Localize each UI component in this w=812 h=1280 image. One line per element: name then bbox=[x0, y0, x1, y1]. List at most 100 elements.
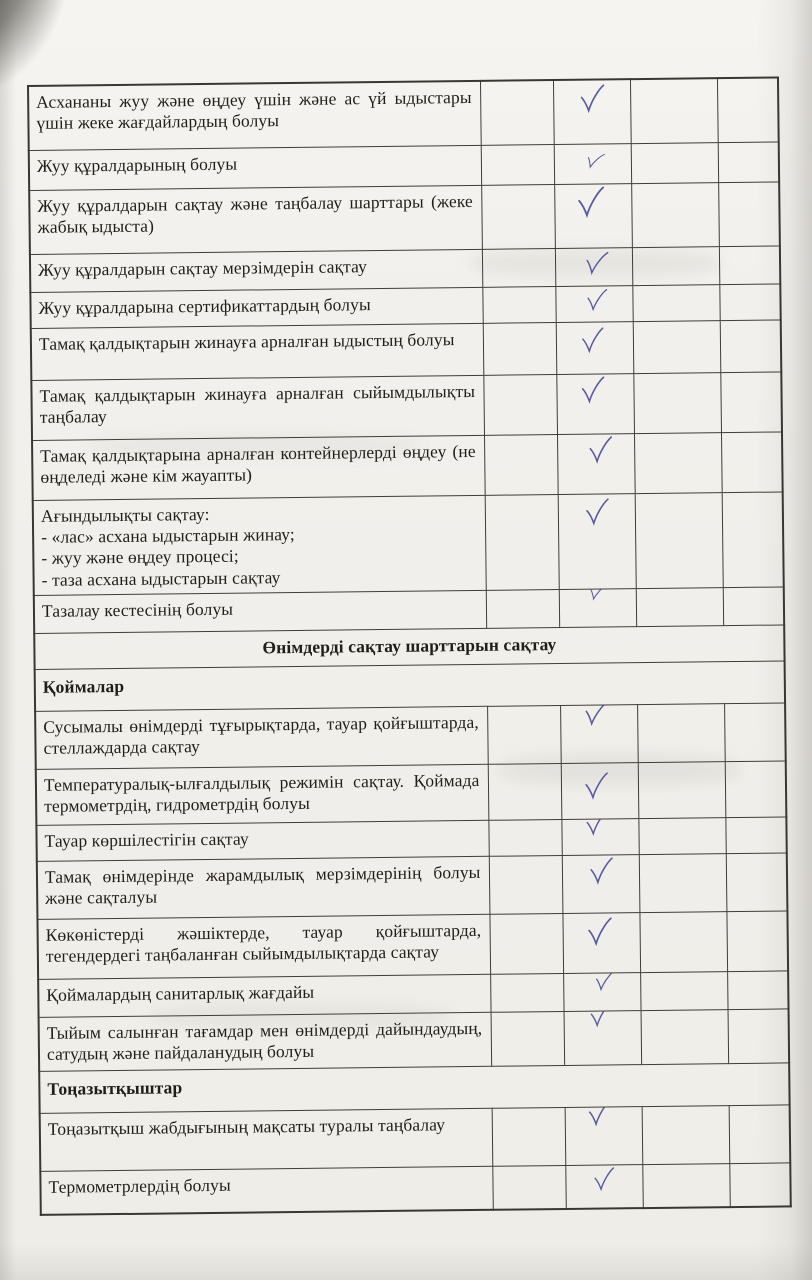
empty-cell bbox=[491, 1107, 566, 1167]
empty-cell bbox=[483, 374, 557, 435]
handwritten-checkmark-icon bbox=[580, 84, 605, 114]
checkmark-cell bbox=[556, 373, 634, 435]
row-label-line: - таза асхана ыдыстарын сақтау bbox=[41, 566, 281, 590]
checkmark-cell bbox=[554, 183, 632, 249]
row-label: Көкөністерді жәшіктерде, тауар қойғыштар… bbox=[37, 914, 491, 980]
handwritten-checkmark-icon bbox=[595, 972, 614, 992]
empty-cell bbox=[724, 760, 787, 818]
empty-cell bbox=[630, 142, 719, 184]
empty-cell bbox=[640, 1009, 729, 1065]
checklist-row: Тамақ қалдықтарын жинауға арналған сыйым… bbox=[31, 371, 782, 440]
empty-cell bbox=[725, 816, 787, 854]
empty-cell bbox=[487, 705, 561, 765]
empty-cell bbox=[642, 1163, 730, 1209]
handwritten-checkmark-icon bbox=[589, 435, 612, 464]
empty-cell bbox=[637, 703, 725, 763]
checklist-row: Тауар көршілестігін сақтау bbox=[36, 816, 787, 862]
row-label: Термометрлердің болуы bbox=[40, 1166, 493, 1216]
empty-cell bbox=[721, 491, 784, 588]
handwritten-checkmark-icon bbox=[581, 375, 604, 404]
empty-cell bbox=[634, 492, 723, 589]
row-label: Тамақ қалдықтарын жинауға арналған ыдыст… bbox=[30, 322, 484, 380]
empty-cell bbox=[717, 141, 780, 183]
checklist-row: Тамақ өнімдерінде жарамдылық мерзімдерін… bbox=[36, 852, 788, 920]
checklist-row: Жуу құралдарын сақтау және таңбалау шарт… bbox=[29, 181, 780, 254]
ink-bleed-smudge bbox=[470, 250, 720, 276]
empty-cell bbox=[490, 1011, 565, 1067]
checklist-row: Көкөністерді жәшіктерде, тауар қойғыштар… bbox=[37, 910, 789, 980]
empty-cell bbox=[720, 371, 782, 433]
checklist-row: Қоймалардың санитарлық жағдайы bbox=[38, 970, 789, 1018]
empty-cell bbox=[639, 911, 728, 973]
row-label: Жуу құралдарының болуы bbox=[28, 144, 482, 190]
handwritten-checkmark-icon bbox=[587, 288, 607, 311]
checklist-row: Тамақ қалдықтарын жинауға арналған ыдыст… bbox=[30, 319, 782, 380]
row-label: Жуу құралдарына сертификаттардың болуы bbox=[30, 286, 483, 328]
row-label: Тазалау кестесінің болуы bbox=[33, 590, 487, 634]
checkmark-cell bbox=[554, 247, 633, 287]
handwritten-checkmark-icon bbox=[585, 497, 609, 526]
handwritten-checkmark-icon bbox=[582, 326, 604, 353]
empty-cell bbox=[481, 248, 556, 287]
checklist-row: Асхананы жуу және өңдеу үшін және ас үй … bbox=[28, 77, 779, 150]
checklist-table: Асхананы жуу және өңдеу үшін және ас үй … bbox=[27, 76, 792, 1217]
empty-cell bbox=[722, 586, 785, 626]
checkmark-cell bbox=[555, 285, 633, 323]
checklist-row: Тоңазытқыш жабдығының мақсаты туралы таң… bbox=[39, 1104, 791, 1172]
empty-cell bbox=[638, 817, 726, 855]
checklist-row: Ағындылықты сақтау: - «лас» асхана ыдыста… bbox=[32, 491, 784, 596]
checkmark-cell bbox=[564, 1106, 643, 1166]
empty-cell bbox=[631, 182, 719, 248]
checklist-row: Термометрлердің болуы bbox=[40, 1162, 791, 1216]
handwritten-checkmark-icon bbox=[586, 251, 609, 275]
empty-cell bbox=[727, 1008, 790, 1064]
empty-cell bbox=[480, 144, 555, 185]
row-label: Тоңазытқыш жабдығының мақсаты туралы таң… bbox=[39, 1108, 493, 1172]
row-label: Температуралық-ылғалдылық режимін сақтау… bbox=[35, 764, 489, 826]
empty-cell bbox=[632, 320, 721, 374]
checkmark-cell bbox=[561, 818, 639, 856]
checklist-row: Жуу құралдарына сертификаттардың болуы bbox=[30, 283, 781, 328]
empty-cell bbox=[641, 1105, 730, 1165]
empty-cell bbox=[481, 184, 555, 249]
checklist-row: Сусымалы өнімдерді тұғырықтарда, тауар қ… bbox=[35, 702, 786, 770]
checkmark-cell bbox=[562, 912, 641, 974]
row-label: Ағындылықты сақтау: - «лас» асхана ыдыста… bbox=[32, 494, 486, 596]
row-label: Тыйым салынған тағамдар мен өнімдерді да… bbox=[38, 1012, 492, 1072]
checklist-row: Тамақ қалдықтарына арналған контейнерлер… bbox=[32, 431, 783, 500]
empty-cell bbox=[716, 77, 779, 143]
checkmark-cell bbox=[552, 79, 631, 145]
handwritten-checkmark-icon bbox=[587, 917, 612, 947]
empty-cell bbox=[487, 763, 562, 821]
empty-cell bbox=[719, 283, 781, 321]
row-label: Тауар көршілестігін сақтау bbox=[36, 820, 489, 862]
checkmark-cell bbox=[556, 433, 635, 495]
row-label: Жуу құралдарын сақтау және таңбалау шарт… bbox=[29, 184, 482, 254]
ink-bleed-smudge bbox=[150, 1005, 450, 1027]
empty-cell bbox=[726, 910, 789, 972]
handwritten-checkmark-icon bbox=[594, 1167, 615, 1192]
checkmark-cell bbox=[561, 854, 640, 914]
handwritten-checkmark-icon bbox=[584, 772, 608, 800]
row-label: Жуу құралдарын сақтау мерзімдерін сақтау bbox=[29, 248, 483, 292]
empty-cell bbox=[724, 702, 786, 762]
checkmark-cell bbox=[565, 1164, 643, 1210]
empty-cell bbox=[483, 434, 558, 495]
checkmark-cell bbox=[553, 143, 632, 185]
checkmark-cell bbox=[563, 1010, 642, 1066]
checkmark-cell bbox=[557, 493, 636, 590]
handwritten-checkmark-icon bbox=[589, 1106, 611, 1127]
empty-cell bbox=[727, 970, 789, 1010]
checklist-row: Температуралық-ылғалдылық режимін сақтау… bbox=[35, 760, 787, 826]
checkmark-cell bbox=[560, 762, 639, 820]
empty-cell bbox=[719, 319, 782, 373]
handwritten-checkmark-icon bbox=[586, 818, 607, 836]
checklist-row: Тыйым салынған тағамдар мен өнімдерді да… bbox=[38, 1008, 790, 1072]
empty-cell bbox=[484, 494, 559, 591]
checkmark-cell bbox=[558, 588, 637, 628]
empty-cell bbox=[633, 372, 721, 434]
handwritten-checkmark-icon bbox=[585, 704, 608, 727]
row-label: Тамақ қалдықтарына арналған контейнерлер… bbox=[32, 434, 485, 500]
row-label: Асхананы жуу және өңдеу үшін және ас үй … bbox=[28, 80, 481, 150]
